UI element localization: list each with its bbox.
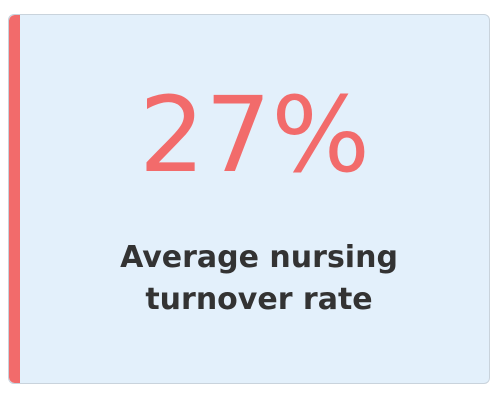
stat-label: Average nursing turnover rate: [120, 240, 398, 317]
accent-bar: [9, 15, 20, 383]
stat-card: 27% Average nursing turnover rate: [8, 14, 490, 384]
stat-value: 27%: [138, 74, 371, 196]
